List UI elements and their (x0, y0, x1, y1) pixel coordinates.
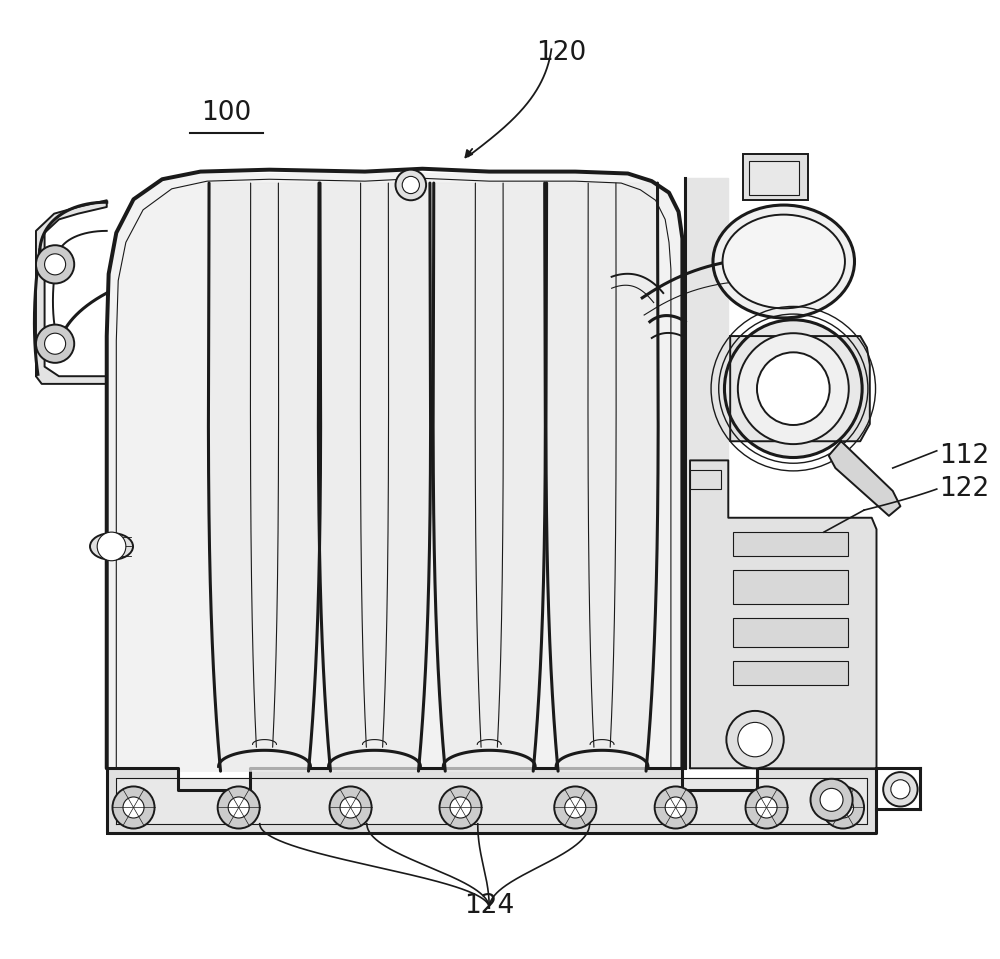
Circle shape (820, 788, 843, 811)
Circle shape (833, 797, 854, 818)
Polygon shape (829, 441, 900, 516)
Circle shape (402, 176, 419, 194)
Circle shape (228, 797, 249, 818)
Circle shape (330, 786, 372, 829)
Polygon shape (107, 768, 876, 833)
Circle shape (45, 254, 66, 275)
Circle shape (554, 786, 596, 829)
Polygon shape (208, 183, 321, 771)
Circle shape (655, 786, 697, 829)
Circle shape (883, 772, 918, 807)
Circle shape (811, 779, 853, 821)
Text: 122: 122 (939, 476, 989, 503)
Circle shape (396, 170, 426, 200)
Text: 100: 100 (201, 100, 251, 126)
Circle shape (756, 797, 777, 818)
Polygon shape (730, 336, 870, 441)
Bar (733, 619, 848, 646)
Circle shape (218, 786, 260, 829)
Bar (733, 571, 848, 604)
Text: 112: 112 (939, 443, 989, 469)
Circle shape (891, 780, 910, 799)
Circle shape (726, 711, 784, 768)
Polygon shape (36, 200, 107, 384)
Bar (749, 161, 799, 195)
Polygon shape (546, 183, 658, 771)
Circle shape (36, 246, 74, 284)
Circle shape (45, 333, 66, 354)
Bar (743, 154, 808, 200)
Circle shape (97, 532, 126, 561)
Bar (690, 470, 721, 489)
Ellipse shape (90, 533, 133, 560)
Ellipse shape (723, 215, 845, 309)
Ellipse shape (713, 205, 855, 317)
Polygon shape (318, 183, 431, 771)
Circle shape (724, 319, 862, 457)
Polygon shape (685, 178, 728, 768)
Circle shape (36, 324, 74, 363)
Circle shape (112, 786, 155, 829)
Polygon shape (690, 460, 876, 768)
Circle shape (123, 797, 144, 818)
Polygon shape (433, 183, 545, 771)
Circle shape (665, 797, 686, 818)
Polygon shape (107, 172, 682, 771)
Circle shape (822, 786, 864, 829)
Circle shape (745, 786, 788, 829)
Circle shape (450, 797, 471, 818)
Bar (733, 661, 848, 685)
Text: 120: 120 (536, 39, 586, 65)
Circle shape (738, 722, 772, 757)
Circle shape (340, 797, 361, 818)
Circle shape (440, 786, 482, 829)
Circle shape (757, 352, 830, 425)
Polygon shape (116, 778, 867, 824)
Circle shape (738, 333, 849, 444)
Bar (733, 532, 848, 556)
Text: 124: 124 (464, 894, 514, 920)
Circle shape (565, 797, 586, 818)
